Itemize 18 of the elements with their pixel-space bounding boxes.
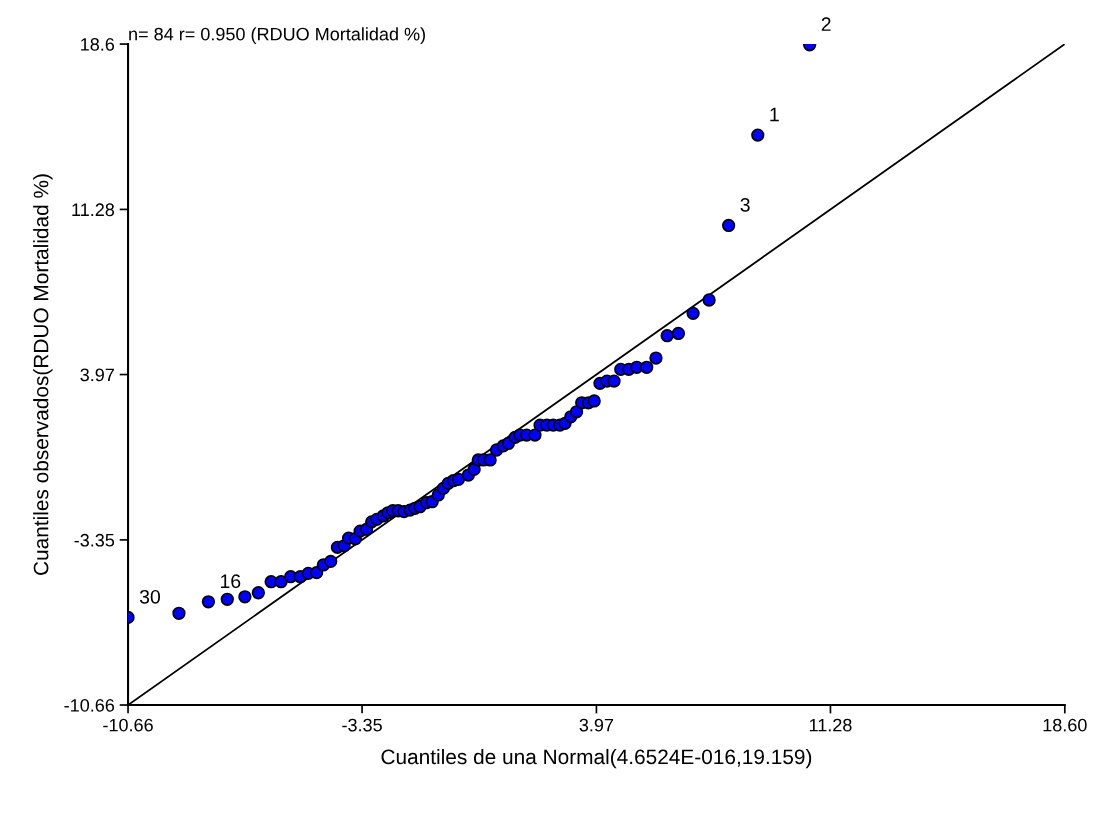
y-axis-title: Cuantiles observados(RDUO Mortalidad %) [33,174,53,575]
x-axis-title: Cuantiles de una Normal(4.6524E-016,19.159) [381,748,812,769]
y-tick-label: 18.6 [81,38,115,51]
chart-title: n= 84 r= 0.950 (RDUO Mortalidad %) [129,27,425,45]
annotation: 2 [821,17,831,31]
y-tick-label: 3.97 [80,368,114,382]
y-tick-label: 11.28 [72,203,115,217]
annotation: 30 [139,589,161,604]
annotation: 16 [220,574,241,589]
annotation: 3 [740,197,750,212]
x-tick-label: 3.97 [579,718,614,732]
annotation: 1 [770,107,779,122]
y-tick-label: -10.66 [64,698,115,712]
x-tick-label: 18.60 [1043,718,1087,732]
y-tick-label: -3.35 [74,533,115,547]
x-tick-label: -3.35 [342,718,382,732]
x-tick-label: -10.66 [103,718,153,732]
x-tick-label: 11.28 [809,718,852,732]
